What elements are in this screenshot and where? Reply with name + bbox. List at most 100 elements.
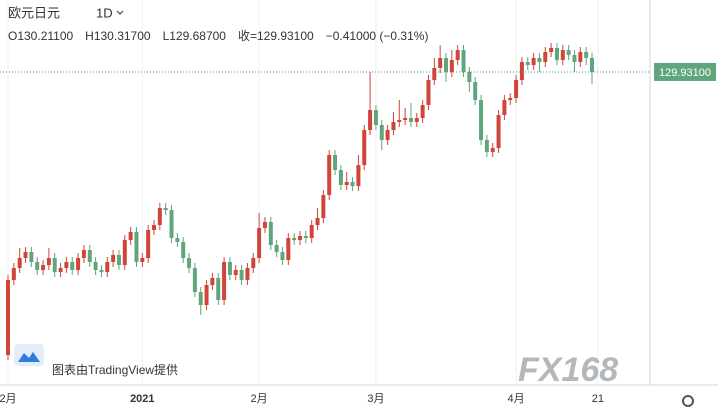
candle-body (210, 278, 215, 285)
candle-body (379, 125, 384, 140)
candle-body (338, 170, 343, 185)
candle-body (169, 210, 174, 238)
candle-body (449, 60, 454, 72)
candle-body (64, 262, 69, 268)
candle-body (122, 240, 127, 265)
candle-body (368, 110, 373, 130)
watermark: FX168 (518, 351, 618, 389)
candle-body (531, 58, 536, 65)
x-tick-label: 2月 (251, 393, 268, 405)
candle-body (58, 268, 63, 272)
candle-body (93, 262, 98, 270)
candle-body (187, 258, 192, 268)
dropdown-icon[interactable] (116, 10, 124, 15)
candle-body (362, 130, 367, 165)
candle-body (29, 252, 34, 262)
candle-body (11, 268, 16, 280)
x-tick-label: 3月 (367, 393, 384, 405)
candle-body (99, 270, 104, 272)
candle-body (525, 62, 530, 65)
candle-body (397, 120, 402, 122)
candle-body (502, 100, 507, 115)
candle-body (157, 208, 162, 225)
candle-body (23, 252, 28, 258)
ohlc-label: −0.41000 (−0.31%) (326, 29, 429, 43)
candle-body (420, 105, 425, 118)
candle-body (233, 270, 238, 275)
candle-body (590, 57, 594, 72)
candle-body (216, 278, 221, 300)
candle-body (496, 115, 501, 148)
candle-body (438, 58, 443, 68)
plot-area (0, 0, 650, 385)
candle-body (35, 262, 40, 270)
candle-body (403, 118, 408, 120)
x-tick-label: 21 (592, 393, 604, 405)
candle-body (6, 280, 10, 355)
candle-body (192, 268, 197, 292)
candle-body (391, 122, 396, 130)
candle-body (134, 232, 139, 262)
candle-body (152, 225, 156, 230)
candle-body (262, 222, 267, 228)
candle-body (239, 270, 244, 280)
candle-body (566, 50, 571, 55)
ohlc-label: 收=129.93100 (238, 29, 314, 43)
candle-body (81, 250, 86, 258)
candle-body (87, 250, 92, 262)
candle-body (175, 238, 180, 242)
candle-body (537, 58, 542, 62)
ohlc-header: O130.21100 H130.31700 L129.68700 收=129.9310… (8, 29, 428, 43)
x-tick-label: 4月 (508, 393, 525, 405)
candle-body (17, 258, 22, 268)
candle-body (52, 258, 57, 272)
candle-body (268, 222, 273, 245)
candle-body (116, 255, 121, 265)
candle-body (519, 62, 524, 80)
candle-body (251, 258, 256, 268)
candle-body (484, 140, 489, 152)
ohlc-label: O130.21100 (8, 29, 73, 43)
candle-body (408, 118, 413, 122)
last-price-box (654, 62, 716, 81)
candle-body (514, 80, 519, 98)
ohlc-label: H130.31700 (85, 29, 151, 43)
candle-body (455, 50, 460, 60)
candle-body (572, 55, 577, 62)
gear[interactable] (682, 395, 694, 407)
candle-body (578, 52, 583, 62)
candle-body (315, 218, 320, 225)
candle-body (146, 230, 151, 258)
candle-body (198, 292, 203, 305)
candle-body (584, 52, 589, 58)
candle-body (41, 265, 46, 270)
candle-body (111, 255, 116, 262)
candle-body (181, 242, 186, 258)
candle-body (245, 268, 250, 280)
candle-body (222, 262, 227, 300)
candle-body (432, 68, 437, 80)
candle-body (309, 225, 314, 238)
x-tick-label: 2021 (130, 393, 154, 405)
candle-body (467, 72, 472, 82)
candle-body (76, 258, 81, 270)
settings-icon[interactable] (682, 395, 694, 407)
candle-body (508, 98, 513, 100)
candle-body (274, 245, 279, 252)
candle-body (227, 262, 232, 275)
candle-body (292, 238, 297, 240)
x-tick-label: 2月 (0, 393, 17, 405)
candle-body (549, 48, 554, 52)
candle-body (257, 228, 262, 258)
candle-body (543, 52, 548, 62)
candle-body (473, 82, 478, 100)
candle-body (327, 155, 332, 195)
candle-body (321, 195, 326, 218)
candle-body (344, 182, 349, 185)
candle-body (560, 50, 565, 60)
attribution-text: 图表由TradingView提供 (52, 362, 178, 377)
candle-body (479, 100, 484, 140)
candle-body (303, 236, 308, 238)
symbol-title: 欧元日元 (8, 5, 60, 20)
